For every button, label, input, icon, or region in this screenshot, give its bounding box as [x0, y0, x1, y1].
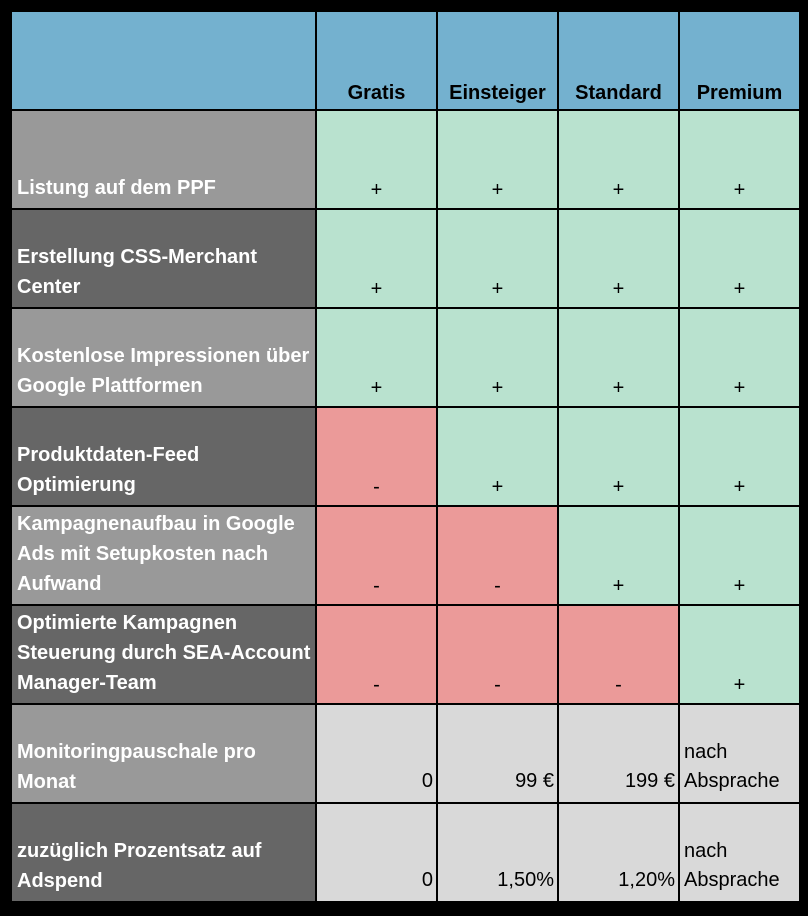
table-cell: -	[438, 507, 557, 604]
price-cell: 99 €	[438, 705, 557, 802]
price-cell: 0	[317, 804, 436, 901]
price-cell: 1,50%	[438, 804, 557, 901]
row-label: Kampagnenaufbau in Google Ads mit Setupk…	[12, 507, 315, 604]
row-label: Erstellung CSS-Merchant Center	[12, 210, 315, 307]
price-cell: nach Absprache	[680, 804, 799, 901]
table-cell: +	[680, 210, 799, 307]
table-cell: +	[559, 507, 678, 604]
table-cell: +	[559, 210, 678, 307]
header-empty-cell	[12, 12, 315, 109]
row-label: Produktdaten-Feed Optimierung	[12, 408, 315, 505]
table-cell: -	[559, 606, 678, 703]
table-cell: +	[559, 408, 678, 505]
header-gratis: Gratis	[317, 12, 436, 109]
table-cell: +	[317, 111, 436, 208]
table-cell: +	[438, 111, 557, 208]
table-cell: +	[559, 111, 678, 208]
row-label: Kostenlose Impressionen über Google Plat…	[12, 309, 315, 406]
table-cell: +	[680, 111, 799, 208]
table-cell: +	[680, 507, 799, 604]
header-standard: Standard	[559, 12, 678, 109]
price-cell: 199 €	[559, 705, 678, 802]
table-cell: +	[680, 606, 799, 703]
table-cell: +	[680, 309, 799, 406]
row-label: Monitoringpauschale pro Monat	[12, 705, 315, 802]
row-label: zuzüglich Prozentsatz auf Adspend	[12, 804, 315, 901]
pricing-table: Gratis Einsteiger Standard Premium Listu…	[12, 12, 799, 901]
table-cell: -	[317, 606, 436, 703]
table-cell: +	[317, 309, 436, 406]
row-label: Optimierte Kampagnen Steuerung durch SEA…	[12, 606, 315, 703]
price-cell: 1,20%	[559, 804, 678, 901]
table-cell: +	[438, 408, 557, 505]
table-cell: +	[438, 210, 557, 307]
price-cell: 0	[317, 705, 436, 802]
table-cell: +	[317, 210, 436, 307]
table-cell: -	[317, 507, 436, 604]
table-cell: +	[438, 309, 557, 406]
row-label: Listung auf dem PPF	[12, 111, 315, 208]
table-cell: +	[559, 309, 678, 406]
table-cell: +	[680, 408, 799, 505]
table-cell: -	[438, 606, 557, 703]
header-premium: Premium	[680, 12, 799, 109]
header-einsteiger: Einsteiger	[438, 12, 557, 109]
table-cell: -	[317, 408, 436, 505]
price-cell: nach Absprache	[680, 705, 799, 802]
